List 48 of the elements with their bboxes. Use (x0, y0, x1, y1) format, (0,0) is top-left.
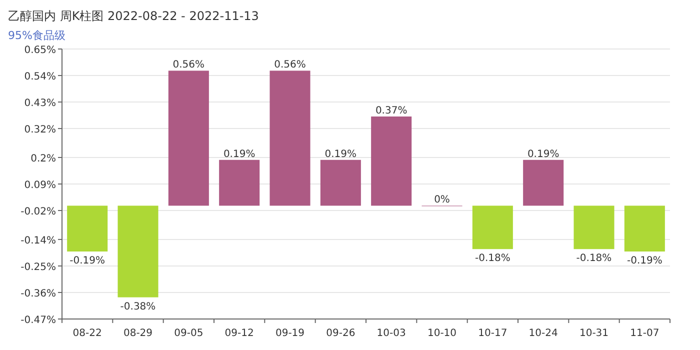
data-label: -0.19% (70, 256, 106, 266)
bar (472, 206, 513, 250)
x-tick-label: 10-10 (427, 328, 457, 339)
y-tick-label: -0.02% (20, 206, 56, 218)
data-label: 0.56% (274, 60, 306, 71)
bar (219, 160, 260, 206)
y-tick-label: 0.09% (24, 180, 56, 191)
bar (270, 70, 310, 206)
x-tick-label: 09-19 (275, 328, 305, 339)
data-label: 0.19% (324, 148, 357, 160)
bar (624, 206, 665, 252)
bar (574, 206, 614, 250)
data-label: 0.19% (223, 148, 256, 160)
chart-subtitle: 95%食品级 (8, 29, 66, 42)
x-tick-label: 10-31 (579, 328, 609, 339)
y-tick-label: -0.47% (20, 315, 56, 326)
y-tick-label: 0.54% (24, 72, 56, 83)
bar (168, 70, 209, 206)
y-tick-label: 0.65% (24, 45, 56, 56)
bar (371, 116, 412, 206)
x-tick-label: 10-03 (376, 328, 406, 339)
bar (523, 160, 564, 206)
data-label: 0% (434, 194, 450, 206)
x-tick-label: 10-24 (528, 328, 558, 339)
x-tick-label: 10-17 (478, 328, 508, 339)
bar (320, 160, 361, 206)
y-tick-label: 0.32% (24, 124, 56, 136)
data-label: 0.19% (527, 148, 560, 160)
x-tick-label: 11-07 (630, 328, 660, 339)
data-label: -0.18% (474, 253, 510, 264)
y-tick-label: -0.36% (20, 288, 56, 300)
y-tick-label: 0.43% (24, 98, 56, 110)
y-tick-label: -0.14% (20, 235, 56, 246)
y-tick-label: -0.25% (20, 262, 56, 273)
data-label: 0.56% (172, 60, 205, 71)
x-tick-label: 09-05 (174, 328, 204, 339)
bar (67, 206, 108, 252)
x-tick-label: 09-26 (326, 328, 356, 339)
x-tick-label: 08-29 (123, 328, 153, 339)
data-label: -0.18% (576, 253, 612, 264)
y-tick-label: 0.2% (30, 153, 56, 164)
x-tick-label: 08-22 (72, 328, 102, 339)
bar (118, 206, 158, 298)
data-label: -0.19% (626, 256, 662, 266)
title: 乙醇国内 周K柱图 2022-08-22 - 2022-11-13 (8, 9, 259, 23)
data-label: 0.37% (375, 106, 408, 116)
x-tick-label: 09-12 (224, 328, 254, 339)
data-label: -0.38% (120, 301, 156, 312)
